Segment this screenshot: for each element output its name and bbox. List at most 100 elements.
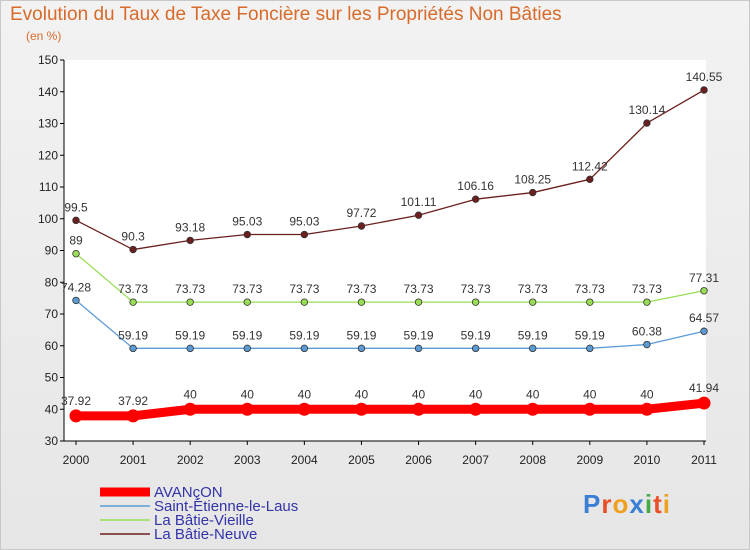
y-tick-label: 120 — [38, 148, 58, 162]
data-point — [643, 340, 651, 349]
proxiti-logo: Proxiti — [583, 489, 671, 519]
data-point — [300, 344, 309, 353]
data-point — [529, 298, 537, 306]
data-point — [357, 222, 366, 230]
data-point — [586, 344, 594, 353]
data-label: 106.16 — [457, 179, 494, 193]
data-label: 40 — [583, 387, 597, 401]
plot-area — [64, 60, 706, 441]
data-label: 73.73 — [289, 282, 319, 296]
data-point — [414, 344, 423, 353]
x-tick-label: 2002 — [177, 453, 204, 467]
data-point — [697, 396, 711, 410]
data-label: 59.19 — [232, 328, 262, 342]
data-point — [72, 249, 80, 258]
x-tick-label: 2004 — [291, 453, 318, 467]
data-point — [357, 298, 366, 306]
data-label: 74.28 — [61, 280, 91, 294]
data-label: 40 — [241, 387, 255, 401]
data-label: 140.55 — [686, 70, 723, 84]
data-label: 59.19 — [118, 328, 148, 342]
data-point — [297, 402, 311, 416]
data-point — [414, 298, 423, 306]
data-point — [129, 245, 137, 254]
data-point — [357, 344, 366, 353]
x-tick-label: 2009 — [576, 453, 603, 467]
data-label: 73.73 — [346, 282, 376, 296]
data-label: 40 — [355, 387, 369, 401]
y-tick-label: 80 — [45, 275, 59, 289]
data-label: 130.14 — [629, 103, 666, 117]
data-point — [69, 409, 83, 423]
data-point — [243, 298, 251, 306]
data-label: 40 — [184, 387, 198, 401]
data-point — [300, 298, 309, 306]
data-point — [186, 236, 194, 245]
data-point — [354, 402, 368, 416]
legend-label: La Bâtie-Vieille — [154, 512, 254, 529]
data-point — [471, 195, 480, 203]
data-point — [526, 402, 540, 416]
data-point — [243, 230, 251, 239]
data-label: 59.19 — [289, 328, 319, 342]
series-line — [75, 89, 705, 251]
data-point — [412, 402, 426, 416]
data-label: 37.92 — [118, 394, 148, 408]
y-tick-label: 50 — [45, 371, 59, 385]
data-point — [126, 409, 140, 423]
legend-label: AVANçON — [154, 484, 223, 501]
data-point — [186, 298, 194, 306]
data-label: 40 — [640, 387, 654, 401]
data-point — [583, 402, 597, 416]
y-tick-label: 150 — [38, 53, 58, 67]
series-line — [76, 398, 705, 421]
data-point — [129, 298, 137, 306]
y-tick-label: 90 — [45, 244, 59, 258]
data-label: 73.73 — [575, 282, 605, 296]
data-label: 90.3 — [121, 230, 145, 244]
data-label: 99.5 — [64, 200, 88, 214]
data-label: 64.57 — [689, 311, 719, 325]
data-label: 95.03 — [232, 215, 262, 229]
x-tick-label: 2005 — [348, 453, 375, 467]
data-label: 95.03 — [289, 215, 319, 229]
data-point — [586, 175, 594, 184]
x-tick-label: 2006 — [405, 453, 432, 467]
data-point — [529, 188, 537, 197]
data-point — [469, 402, 483, 416]
data-label: 37.92 — [61, 394, 91, 408]
data-point — [72, 296, 80, 305]
x-tick-label: 2011 — [691, 453, 717, 467]
data-point — [240, 402, 254, 416]
data-label: 101.11 — [401, 195, 437, 209]
data-label: 40 — [469, 387, 483, 401]
data-point — [700, 327, 708, 335]
data-label: 93.18 — [175, 220, 205, 234]
y-tick-label: 130 — [38, 117, 58, 131]
data-label: 97.72 — [346, 206, 376, 220]
data-label: 112.42 — [572, 159, 608, 173]
data-label: 40 — [298, 387, 312, 401]
data-point — [640, 402, 654, 416]
data-label: 59.19 — [575, 328, 605, 342]
data-label: 73.73 — [461, 282, 491, 296]
x-tick-label: 2000 — [63, 453, 90, 467]
legend-label: La Bâtie-Neuve — [154, 526, 257, 543]
y-tick-label: 60 — [45, 339, 59, 353]
data-label: 73.73 — [632, 282, 662, 296]
data-label: 59.19 — [346, 328, 376, 342]
x-tick-label: 2008 — [519, 453, 546, 467]
data-point — [586, 298, 594, 306]
data-label: 73.73 — [518, 282, 548, 296]
chart-title: Evolution du Taux de Taxe Foncière sur l… — [10, 4, 562, 25]
data-label: 73.73 — [232, 282, 262, 296]
data-point — [529, 344, 537, 353]
data-point — [183, 402, 197, 416]
data-point — [72, 216, 80, 225]
y-tick-label: 110 — [39, 180, 58, 194]
data-point — [300, 230, 309, 239]
data-label: 77.31 — [689, 271, 719, 285]
data-label: 73.73 — [118, 282, 148, 296]
data-label: 60.38 — [632, 325, 662, 339]
